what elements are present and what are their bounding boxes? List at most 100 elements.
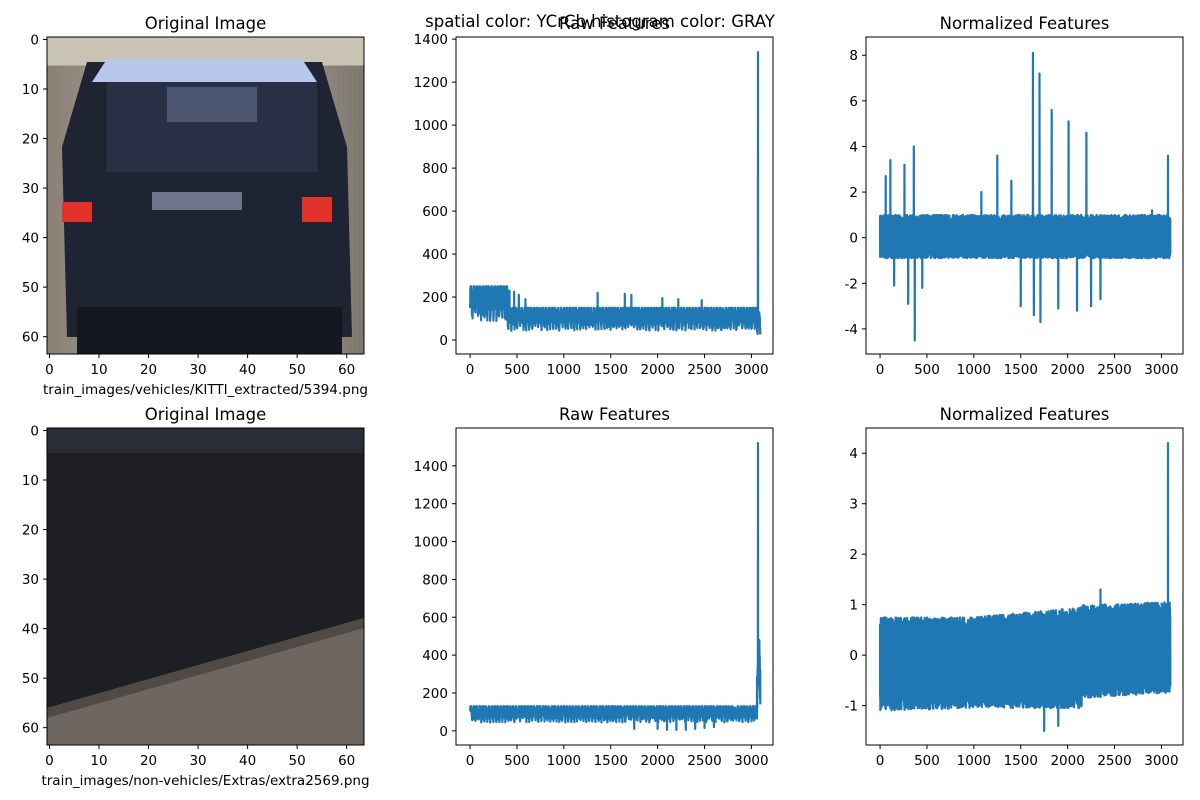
y-tick-label: 4 [849, 139, 858, 155]
series-line-r0c2 [878, 51, 1172, 342]
x-tick-label: 500 [504, 362, 530, 378]
x-tick-label: 2500 [687, 362, 721, 378]
x-tick-label: 40 [239, 362, 256, 378]
x-tick-label: 40 [239, 753, 256, 769]
y-tick-label: 400 [422, 247, 448, 263]
subplot-r1c0: 0 10 20 30 40 50 60 0 10 20 30 40 50 60 Original Image… [22, 405, 370, 789]
x-tick-label: 1500 [1004, 753, 1038, 769]
subplot-title: Normalized Features [940, 405, 1110, 424]
x-tick-label: 2500 [687, 753, 721, 769]
x-tick-label: 500 [504, 753, 530, 769]
x-tick-label: 50 [289, 362, 306, 378]
y-tick-label: 0 [849, 231, 858, 247]
y-tick-label: 800 [422, 572, 448, 588]
x-tick-label: 0 [876, 753, 885, 769]
y-tick-label: 1000 [414, 118, 448, 134]
tail-light-right [302, 197, 332, 222]
x-tick-label: 0 [466, 753, 475, 769]
y-tick-label: 10 [22, 473, 39, 489]
axes-frame [46, 427, 365, 746]
x-tick-label: 1000 [547, 362, 581, 378]
y-tick-label: 800 [422, 161, 448, 177]
y-tick-label: 20 [22, 132, 39, 148]
y-tick-label: 200 [422, 686, 448, 702]
y-tick-label: 1400 [414, 32, 448, 48]
subplot-title: Original Image [145, 405, 267, 424]
x-tick-label: 2000 [640, 753, 674, 769]
figure-suptitle: spatial color: YCrCb histogram color: GR… [425, 12, 775, 31]
axes-frame [46, 36, 365, 355]
y-tick-label: -4 [845, 322, 858, 338]
y-tick-label: 0 [30, 32, 39, 48]
y-tick-label: 60 [22, 721, 39, 737]
subplot-xlabel: train_images/vehicles/KITTI_extracted/53… [43, 382, 368, 398]
x-tick-label: 1500 [594, 362, 628, 378]
y-tick-label: 30 [22, 181, 39, 197]
x-tick-label: 50 [289, 753, 306, 769]
x-tick-label: 2000 [1050, 753, 1084, 769]
x-tick-label: 30 [189, 362, 206, 378]
x-tick-label: 1000 [957, 362, 991, 378]
x-tick-label: 3000 [734, 753, 768, 769]
subplot-title: Original Image [145, 14, 267, 33]
y-tick-label: 400 [422, 648, 448, 664]
y-tick-label: 1000 [414, 535, 448, 551]
y-tick-label: 1200 [414, 75, 448, 91]
axes-frame [865, 427, 1184, 746]
x-tick-label: 2500 [1097, 753, 1131, 769]
y-tick-label: 4 [849, 446, 858, 462]
car-bumper-shadow [77, 307, 342, 354]
x-tick-label: 3000 [1144, 362, 1178, 378]
x-tick-label: 1000 [957, 753, 991, 769]
x-tick-label: 10 [90, 753, 107, 769]
axes-frame [865, 36, 1184, 355]
y-tick-label: -2 [845, 276, 858, 292]
y-tick-label: 6 [849, 94, 858, 110]
subplot-title: Normalized Features [940, 14, 1110, 33]
y-tick-label: 3 [849, 497, 858, 513]
y-tick-label: 0 [30, 423, 39, 439]
y-tick-label: 20 [22, 523, 39, 539]
x-tick-label: 1500 [1004, 362, 1038, 378]
road-edge-gradient [47, 618, 364, 718]
subplot-title: Raw Features [559, 14, 670, 33]
y-tick-label: 200 [422, 290, 448, 306]
y-tick-label: 40 [22, 231, 39, 247]
series-line-r1c2 [878, 442, 1172, 732]
y-tick-label: 40 [22, 622, 39, 638]
subplot-r0c0: 0 10 20 30 40 50 60 0 10 20 30 40 50 60 Original Image… [22, 14, 368, 398]
y-tick-label: 0 [439, 333, 448, 349]
subplot-xlabel: train_images/non-vehicles/Extras/extra25… [41, 773, 369, 789]
y-tick-label: 0 [849, 648, 858, 664]
y-tick-label: 50 [22, 280, 39, 296]
x-tick-label: 0 [876, 362, 885, 378]
x-tick-label: 60 [338, 362, 355, 378]
y-tick-label: 2 [849, 185, 858, 201]
y-tick-label: 60 [22, 330, 39, 346]
subplot-r0c1: 0 500 1000 1500 2000 2500 3000 0 200 400 600 800 100… [414, 14, 774, 378]
y-tick-label: 1400 [414, 459, 448, 475]
car-roof-highlight [92, 59, 317, 82]
series-line-r0c1 [468, 50, 762, 336]
x-tick-label: 60 [338, 753, 355, 769]
y-tick-label: -1 [845, 699, 858, 715]
y-tick-label: 0 [439, 724, 448, 740]
x-tick-label: 2000 [640, 362, 674, 378]
y-tick-label: 2 [849, 547, 858, 563]
x-tick-label: 20 [140, 362, 157, 378]
x-tick-label: 500 [914, 753, 940, 769]
x-tick-label: 1500 [594, 753, 628, 769]
y-tick-label: 600 [422, 610, 448, 626]
x-tick-label: 2500 [1097, 362, 1131, 378]
subplot-r1c2: 0 500 1000 1500 2000 2500 3000 -1 0 1 2 3 4 Normalize… [845, 405, 1184, 769]
x-tick-label: 0 [466, 362, 475, 378]
y-tick-label: 50 [22, 671, 39, 687]
x-tick-label: 0 [45, 753, 54, 769]
license-plate [152, 192, 242, 210]
y-tick-label: 600 [422, 204, 448, 220]
x-tick-label: 20 [140, 753, 157, 769]
x-tick-label: 0 [45, 362, 54, 378]
x-tick-label: 3000 [734, 362, 768, 378]
x-tick-label: 1000 [547, 753, 581, 769]
